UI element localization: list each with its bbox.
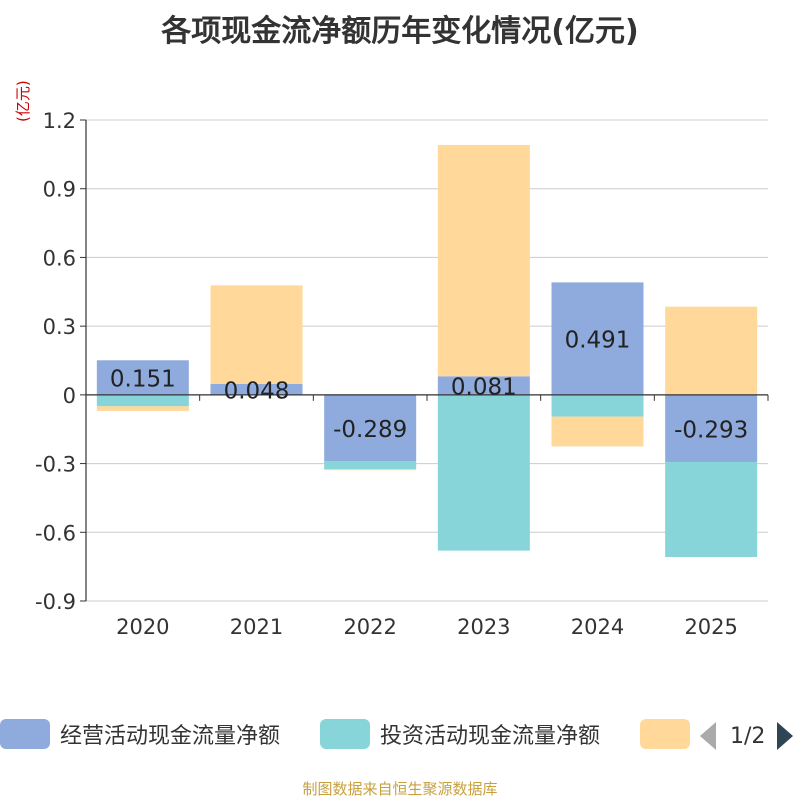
y-tick-label: 0.6 — [43, 246, 76, 270]
y-tick-label: 1.2 — [43, 109, 76, 133]
data-label-operating: 0.081 — [451, 375, 517, 401]
legend-swatch-operating — [0, 719, 50, 749]
x-tick-label: 2020 — [116, 615, 169, 639]
data-source-note: 制图数据来自恒生聚源数据库 — [302, 780, 498, 798]
bar-investing-2020 — [96, 394, 189, 407]
legend-item-investing[interactable]: 投资活动现金流量净额 — [320, 718, 600, 750]
bar-operating-2024 — [551, 282, 644, 395]
bar-operating-2025 — [665, 394, 758, 462]
legend-page-indicator: 1/2 — [730, 723, 766, 749]
y-tick-label: 0.3 — [43, 315, 76, 339]
data-label-operating: -0.289 — [333, 417, 407, 443]
x-tick-label: 2022 — [343, 615, 396, 639]
data-label-operating: -0.293 — [674, 417, 748, 443]
legend-pager: 1/2 — [700, 722, 794, 750]
y-tick-label: -0.6 — [35, 521, 76, 545]
x-tick-label: 2021 — [230, 615, 283, 639]
bar-financing-2021 — [210, 285, 303, 384]
bar-operating-2021 — [210, 383, 303, 395]
legend: 经营活动现金流量净额 投资活动现金流量净额 1/2 — [0, 712, 800, 756]
legend-next-page-icon[interactable] — [777, 722, 794, 750]
bar-financing-2020 — [96, 406, 189, 411]
bar-financing-2025 — [665, 306, 758, 395]
bar-investing-2025 — [665, 461, 758, 558]
bar-financing-2022 — [324, 469, 417, 471]
bar-investing-2024 — [551, 394, 644, 417]
data-label-operating: 0.491 — [565, 328, 631, 354]
bar-operating-2023 — [437, 376, 530, 395]
bar-investing-2023 — [437, 394, 530, 551]
legend-item-operating[interactable]: 经营活动现金流量净额 — [0, 718, 280, 750]
bar-financing-2023 — [437, 144, 530, 377]
legend-prev-page-icon[interactable] — [700, 722, 716, 750]
x-tick-label: 2025 — [684, 615, 737, 639]
data-label-operating: 0.151 — [110, 367, 176, 393]
chart-title: 各项现金流净额历年变化情况(亿元) — [161, 14, 639, 49]
legend-label-operating: 经营活动现金流量净额 — [60, 724, 281, 749]
legend-label-investing: 投资活动现金流量净额 — [380, 724, 601, 749]
legend-swatch-financing — [640, 719, 690, 749]
bar-operating-2022 — [324, 394, 417, 462]
y-tick-label: 0 — [63, 384, 76, 408]
chart-canvas: 1.2 0.9 0.6 0.3 0 -0.3 -0.6 -0.9 2020 2021 2022 202… — [35, 109, 769, 639]
legend-swatch-investing — [320, 719, 370, 749]
x-tick-label: 2023 — [457, 615, 510, 639]
bar-operating-2020 — [96, 360, 189, 395]
data-label-operating: 0.048 — [224, 378, 290, 404]
y-tick-label: -0.9 — [35, 590, 76, 614]
x-tick-label: 2024 — [571, 615, 624, 639]
bar-financing-2024 — [551, 416, 644, 447]
y-tick-label: -0.3 — [35, 453, 76, 477]
bar-investing-2022 — [324, 461, 417, 470]
y-tick-label: 0.9 — [43, 178, 76, 202]
legend-item-financing[interactable] — [640, 718, 690, 750]
